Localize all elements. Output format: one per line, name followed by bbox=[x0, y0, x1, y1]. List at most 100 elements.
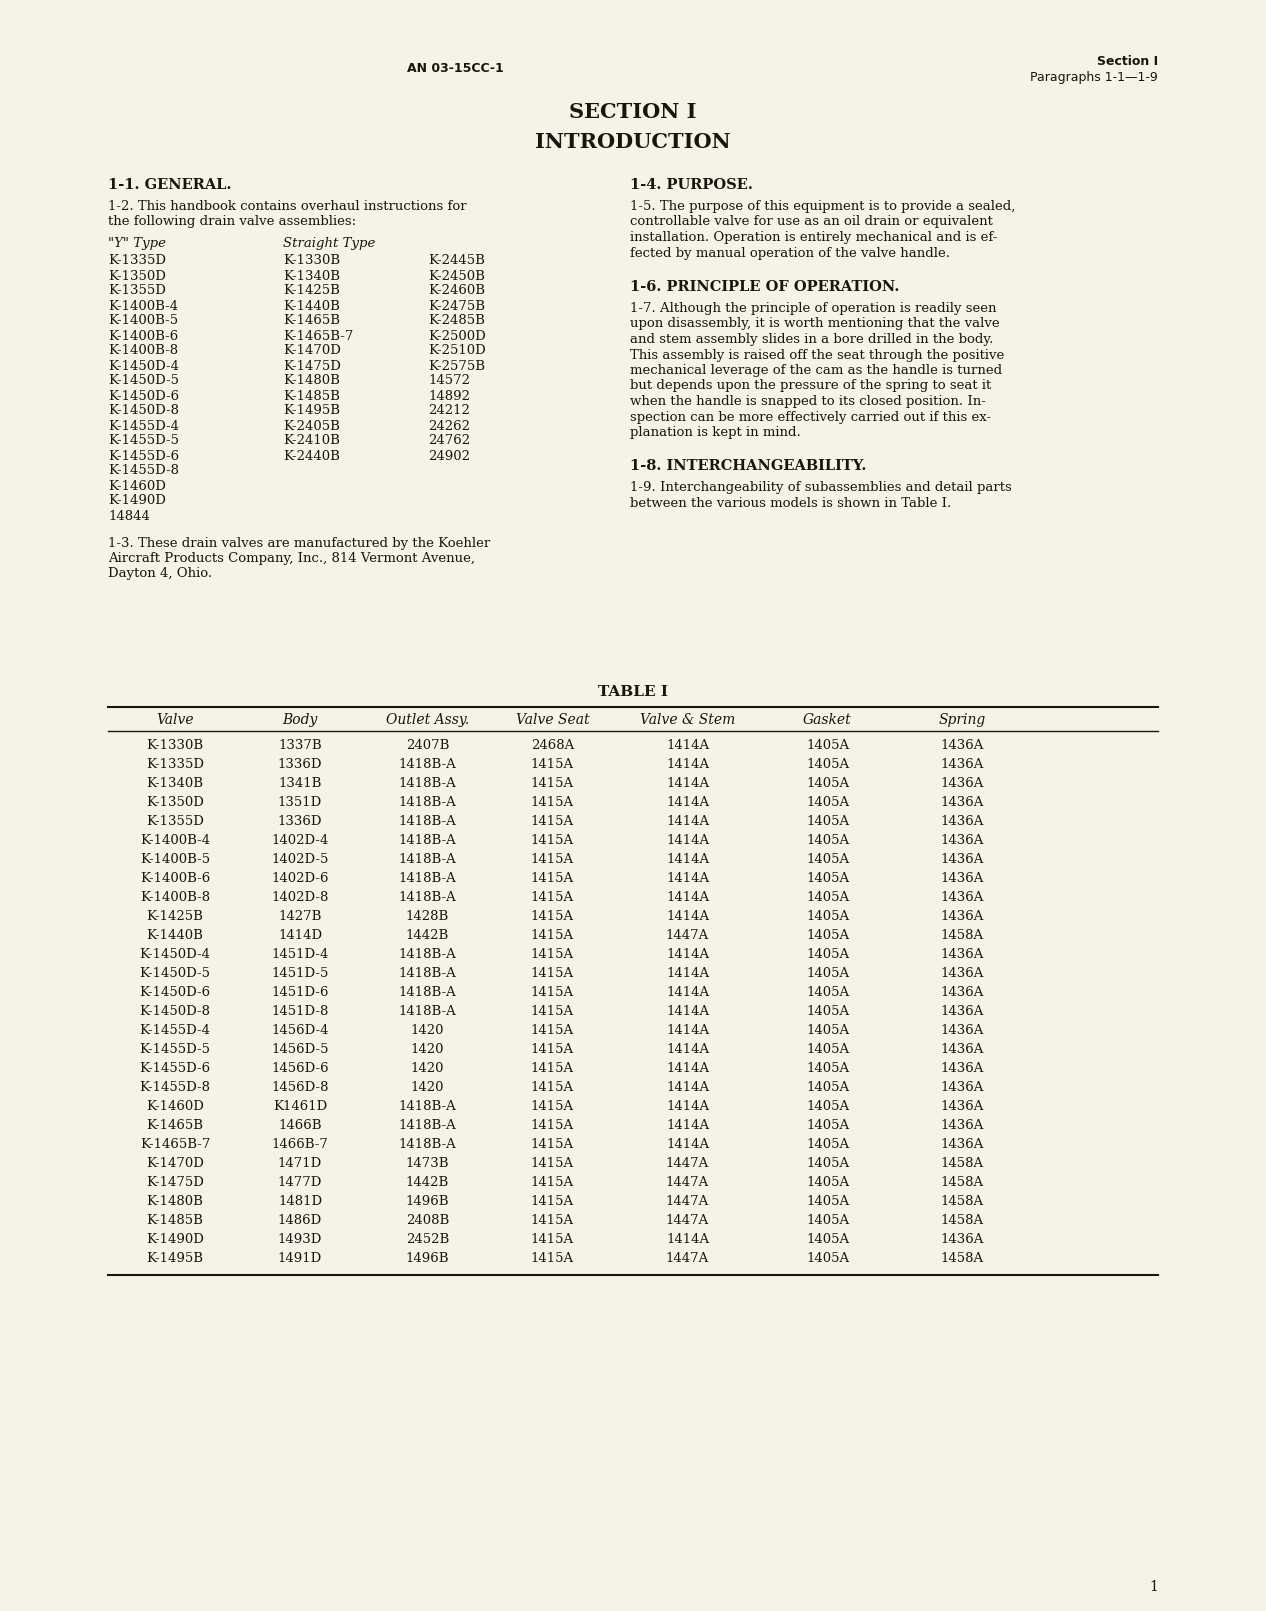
Text: K-1465B: K-1465B bbox=[284, 314, 341, 327]
Text: K-1350D: K-1350D bbox=[146, 796, 204, 809]
Text: K-1440B: K-1440B bbox=[147, 930, 204, 942]
Text: Outlet Assy.: Outlet Assy. bbox=[386, 714, 470, 727]
Text: 1447A: 1447A bbox=[666, 1215, 709, 1228]
Text: 1351D: 1351D bbox=[277, 796, 322, 809]
Text: 1436A: 1436A bbox=[941, 947, 984, 962]
Text: 1336D: 1336D bbox=[277, 815, 323, 828]
Text: K-1450D-4: K-1450D-4 bbox=[108, 359, 179, 372]
Text: 1436A: 1436A bbox=[941, 1232, 984, 1245]
Text: K-1400B-6: K-1400B-6 bbox=[139, 872, 210, 884]
Text: 1414A: 1414A bbox=[666, 910, 709, 923]
Text: Valve Seat: Valve Seat bbox=[515, 714, 589, 727]
Text: K-1470D: K-1470D bbox=[284, 345, 341, 358]
Text: 1414A: 1414A bbox=[666, 1100, 709, 1113]
Text: 1405A: 1405A bbox=[806, 986, 849, 999]
Text: 1405A: 1405A bbox=[806, 815, 849, 828]
Text: 1414A: 1414A bbox=[666, 891, 709, 904]
Text: K-2450B: K-2450B bbox=[428, 269, 485, 282]
Text: 1436A: 1436A bbox=[941, 1005, 984, 1018]
Text: 1414A: 1414A bbox=[666, 852, 709, 867]
Text: K-1340B: K-1340B bbox=[284, 269, 341, 282]
Text: 1436A: 1436A bbox=[941, 759, 984, 772]
Text: K-1355D: K-1355D bbox=[108, 285, 166, 298]
Text: 1442B: 1442B bbox=[406, 930, 449, 942]
Text: 1405A: 1405A bbox=[806, 852, 849, 867]
Text: K-1450D-6: K-1450D-6 bbox=[139, 986, 210, 999]
Text: Valve & Stem: Valve & Stem bbox=[639, 714, 736, 727]
Text: 2452B: 2452B bbox=[406, 1232, 449, 1245]
Text: K-1400B-8: K-1400B-8 bbox=[141, 891, 210, 904]
Text: Aircraft Products Company, Inc., 814 Vermont Avenue,: Aircraft Products Company, Inc., 814 Ver… bbox=[108, 553, 475, 565]
Text: 1405A: 1405A bbox=[806, 1137, 849, 1150]
Text: K-1450D-6: K-1450D-6 bbox=[108, 390, 179, 403]
Text: 1405A: 1405A bbox=[806, 1195, 849, 1208]
Text: K-1450D-8: K-1450D-8 bbox=[139, 1005, 210, 1018]
Text: 1415A: 1415A bbox=[530, 1157, 573, 1170]
Text: 1415A: 1415A bbox=[530, 1120, 573, 1133]
Text: 1414A: 1414A bbox=[666, 1137, 709, 1150]
Text: 14844: 14844 bbox=[108, 509, 149, 522]
Text: This assembly is raised off the seat through the positive: This assembly is raised off the seat thr… bbox=[630, 348, 1004, 361]
Text: K-1400B-8: K-1400B-8 bbox=[108, 345, 179, 358]
Text: 1415A: 1415A bbox=[530, 1062, 573, 1075]
Text: 1436A: 1436A bbox=[941, 739, 984, 752]
Text: 1405A: 1405A bbox=[806, 1042, 849, 1055]
Text: 1405A: 1405A bbox=[806, 967, 849, 979]
Text: 1456D-4: 1456D-4 bbox=[271, 1025, 329, 1037]
Text: 1414A: 1414A bbox=[666, 1062, 709, 1075]
Text: 1458A: 1458A bbox=[941, 1157, 984, 1170]
Text: 1405A: 1405A bbox=[806, 1176, 849, 1189]
Text: 1436A: 1436A bbox=[941, 852, 984, 867]
Text: 1-2. This handbook contains overhaul instructions for: 1-2. This handbook contains overhaul ins… bbox=[108, 200, 467, 213]
Text: 1496B: 1496B bbox=[405, 1252, 449, 1265]
Text: 1405A: 1405A bbox=[806, 1120, 849, 1133]
Text: K-2445B: K-2445B bbox=[428, 255, 485, 267]
Text: 1414A: 1414A bbox=[666, 796, 709, 809]
Text: K-1425B: K-1425B bbox=[147, 910, 204, 923]
Text: 1414A: 1414A bbox=[666, 815, 709, 828]
Text: and stem assembly slides in a bore drilled in the body.: and stem assembly slides in a bore drill… bbox=[630, 333, 994, 346]
Text: 1458A: 1458A bbox=[941, 1215, 984, 1228]
Text: installation. Operation is entirely mechanical and is ef-: installation. Operation is entirely mech… bbox=[630, 230, 998, 243]
Text: 1415A: 1415A bbox=[530, 986, 573, 999]
Text: 1414A: 1414A bbox=[666, 947, 709, 962]
Text: 1420: 1420 bbox=[410, 1081, 444, 1094]
Text: the following drain valve assemblies:: the following drain valve assemblies: bbox=[108, 216, 356, 229]
Text: 1-7. Although the principle of operation is readily seen: 1-7. Although the principle of operation… bbox=[630, 301, 996, 316]
Text: INTRODUCTION: INTRODUCTION bbox=[536, 132, 730, 151]
Text: 24762: 24762 bbox=[428, 435, 470, 448]
Text: K-1455D-4: K-1455D-4 bbox=[108, 419, 179, 432]
Text: K-1335D: K-1335D bbox=[146, 759, 204, 772]
Text: K-1400B-5: K-1400B-5 bbox=[108, 314, 179, 327]
Text: 1436A: 1436A bbox=[941, 1042, 984, 1055]
Text: controllable valve for use as an oil drain or equivalent: controllable valve for use as an oil dra… bbox=[630, 216, 993, 229]
Text: 1436A: 1436A bbox=[941, 777, 984, 789]
Text: K-1465B-7: K-1465B-7 bbox=[139, 1137, 210, 1150]
Text: 1427B: 1427B bbox=[279, 910, 322, 923]
Text: 1-8. INTERCHANGEABILITY.: 1-8. INTERCHANGEABILITY. bbox=[630, 459, 866, 474]
Text: 2407B: 2407B bbox=[406, 739, 449, 752]
Text: 1405A: 1405A bbox=[806, 796, 849, 809]
Text: 1458A: 1458A bbox=[941, 930, 984, 942]
Text: 1405A: 1405A bbox=[806, 1215, 849, 1228]
Text: planation is kept in mind.: planation is kept in mind. bbox=[630, 425, 801, 440]
Text: 1418B-A: 1418B-A bbox=[399, 1005, 456, 1018]
Text: 1418B-A: 1418B-A bbox=[399, 891, 456, 904]
Text: 1414A: 1414A bbox=[666, 1005, 709, 1018]
Text: K-1475D: K-1475D bbox=[284, 359, 341, 372]
Text: 1414A: 1414A bbox=[666, 986, 709, 999]
Text: 1415A: 1415A bbox=[530, 891, 573, 904]
Text: K-1455D-6: K-1455D-6 bbox=[139, 1062, 210, 1075]
Text: 1471D: 1471D bbox=[277, 1157, 322, 1170]
Text: K-1400B-4: K-1400B-4 bbox=[108, 300, 179, 313]
Text: 1451D-8: 1451D-8 bbox=[271, 1005, 329, 1018]
Text: 1447A: 1447A bbox=[666, 930, 709, 942]
Text: spection can be more effectively carried out if this ex-: spection can be more effectively carried… bbox=[630, 411, 991, 424]
Text: 1436A: 1436A bbox=[941, 986, 984, 999]
Text: 1415A: 1415A bbox=[530, 910, 573, 923]
Text: 1428B: 1428B bbox=[406, 910, 449, 923]
Text: 1451D-6: 1451D-6 bbox=[271, 986, 329, 999]
Text: K-1460D: K-1460D bbox=[108, 480, 166, 493]
Text: 1418B-A: 1418B-A bbox=[399, 947, 456, 962]
Text: 1414A: 1414A bbox=[666, 1120, 709, 1133]
